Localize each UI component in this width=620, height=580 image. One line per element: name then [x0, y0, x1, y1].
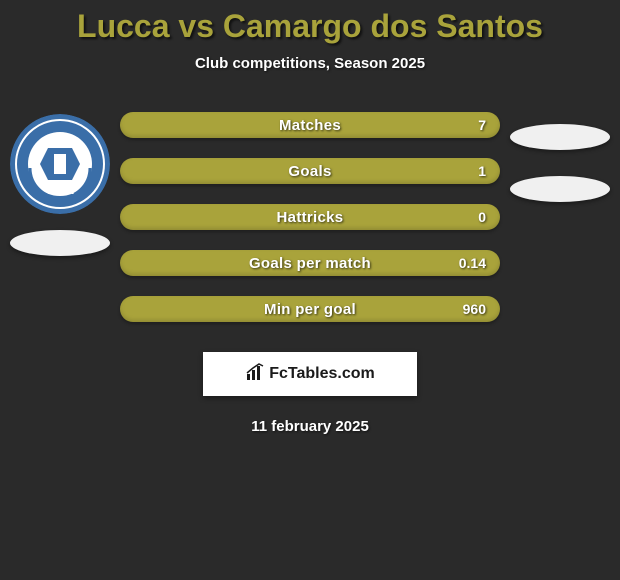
stat-value: 960 — [463, 301, 486, 317]
brand-box: FcTables.com — [203, 352, 417, 396]
player-pill-right-2 — [510, 176, 610, 202]
subtitle: Club competitions, Season 2025 — [0, 55, 620, 72]
stat-label: Hattricks — [277, 209, 344, 226]
stat-label: Min per goal — [264, 301, 356, 318]
bar-chart-icon — [245, 362, 265, 387]
brand-text: FcTables.com — [269, 365, 375, 383]
club-logo-text: USM — [46, 182, 75, 197]
stat-value: 7 — [478, 117, 486, 133]
right-column — [500, 112, 620, 202]
stat-value: 0 — [478, 209, 486, 225]
stat-bars: Matches 7 Goals 1 Hattricks 0 Goals per … — [120, 112, 500, 322]
player-pill-left — [10, 230, 110, 256]
stat-bar-goals: Goals 1 — [120, 158, 500, 184]
stats-area: USM Matches 7 Goals 1 Hattricks 0 Goals … — [0, 112, 620, 322]
stat-value: 0.14 — [459, 255, 486, 271]
stat-bar-min-per-goal: Min per goal 960 — [120, 296, 500, 322]
date-line: 11 february 2025 — [0, 418, 620, 435]
stat-label: Goals per match — [249, 255, 371, 272]
player-pill-right-1 — [510, 124, 610, 150]
stat-bar-goals-per-match: Goals per match 0.14 — [120, 250, 500, 276]
stat-label: Matches — [279, 117, 341, 134]
page-title: Lucca vs Camargo dos Santos — [0, 0, 620, 45]
stat-bar-hattricks: Hattricks 0 — [120, 204, 500, 230]
stat-bar-matches: Matches 7 — [120, 112, 500, 138]
stat-value: 1 — [478, 163, 486, 179]
left-column: USM — [0, 112, 120, 256]
stat-label: Goals — [288, 163, 331, 180]
club-logo: USM — [10, 114, 110, 214]
